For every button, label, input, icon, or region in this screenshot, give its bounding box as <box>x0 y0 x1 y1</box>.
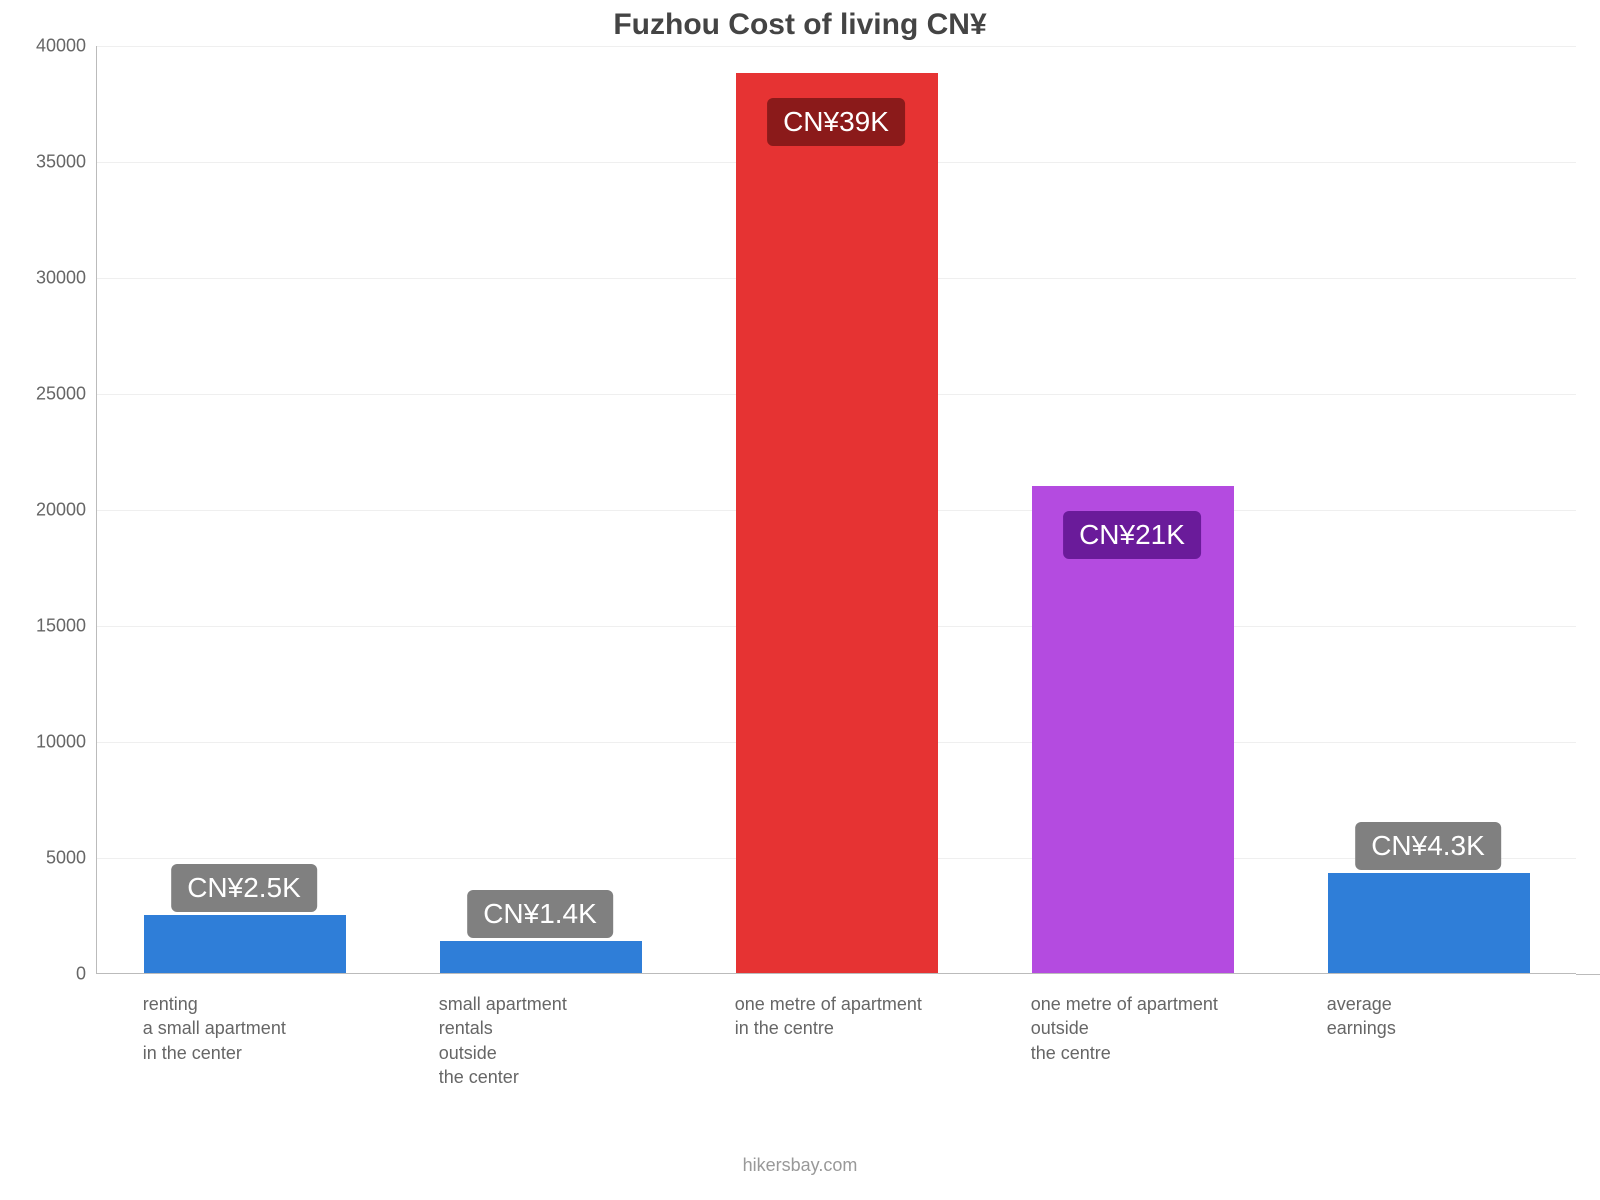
chart-container: Fuzhou Cost of living CN¥ hikersbay.com … <box>0 0 1600 1200</box>
value-label-one-metre-apartment-outside-centre: CN¥21K <box>1063 511 1201 559</box>
y-tick-label: 30000 <box>6 268 86 289</box>
value-label-small-apartment-outside-center: CN¥1.4K <box>467 890 613 938</box>
value-label-renting-small-apartment-center: CN¥2.5K <box>171 864 317 912</box>
x-tick-label-renting-small-apartment-center: renting a small apartment in the center <box>143 992 345 1065</box>
value-label-average-earnings: CN¥4.3K <box>1355 822 1501 870</box>
bar-one-metre-apartment-outside-centre <box>1032 486 1234 973</box>
y-tick-label: 10000 <box>6 732 86 753</box>
value-label-one-metre-apartment-centre: CN¥39K <box>767 98 905 146</box>
bar-small-apartment-outside-center <box>440 941 642 973</box>
bar-renting-small-apartment-center <box>144 915 346 973</box>
plot-area <box>96 46 1576 974</box>
chart-title: Fuzhou Cost of living CN¥ <box>0 8 1600 42</box>
bar-one-metre-apartment-centre <box>736 73 938 973</box>
x-tick-label-one-metre-apartment-centre: one metre of apartment in the centre <box>735 992 937 1041</box>
y-tick-label: 40000 <box>6 36 86 57</box>
y-tick-label: 0 <box>6 964 86 985</box>
y-tick-label: 20000 <box>6 500 86 521</box>
y-tick-label: 25000 <box>6 384 86 405</box>
bar-average-earnings <box>1328 873 1530 973</box>
gridline <box>97 46 1576 47</box>
x-tick-label-one-metre-apartment-outside-centre: one metre of apartment outside the centr… <box>1031 992 1233 1065</box>
y-tick-label: 15000 <box>6 616 86 637</box>
baseline-extension <box>1576 974 1600 975</box>
x-tick-label-small-apartment-outside-center: small apartment rentals outside the cent… <box>439 992 641 1089</box>
x-tick-label-average-earnings: average earnings <box>1327 992 1529 1041</box>
y-tick-label: 35000 <box>6 152 86 173</box>
attribution-text: hikersbay.com <box>0 1155 1600 1176</box>
y-tick-label: 5000 <box>6 848 86 869</box>
